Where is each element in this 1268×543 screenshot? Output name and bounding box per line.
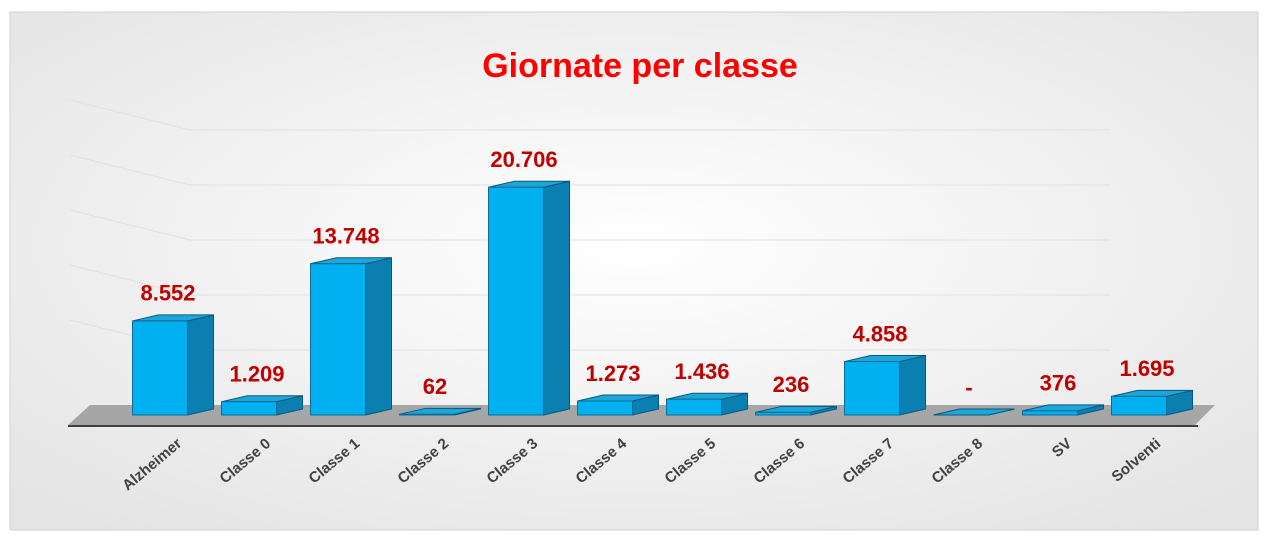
bar-side xyxy=(543,180,570,416)
bar xyxy=(755,411,811,416)
value-label: 4.858 xyxy=(852,321,907,346)
bar-side xyxy=(365,257,392,416)
bar xyxy=(1111,395,1167,416)
value-label: 1.695 xyxy=(1119,356,1174,381)
grid-line xyxy=(69,154,1110,186)
bar-side xyxy=(899,354,926,416)
value-label: 20.706 xyxy=(490,147,557,172)
chart-title: Giornate per classe xyxy=(482,47,798,85)
grid-line xyxy=(69,99,1110,131)
bar xyxy=(1022,410,1078,416)
chart-area xyxy=(9,11,1259,531)
bar-top xyxy=(933,408,1015,416)
value-label: 13.748 xyxy=(312,224,379,249)
value-label: 376 xyxy=(1040,371,1077,396)
grid-line xyxy=(69,209,1110,241)
value-label: 236 xyxy=(773,372,810,397)
value-label: 62 xyxy=(423,374,447,399)
bar xyxy=(221,401,277,416)
bar xyxy=(132,320,188,416)
bar xyxy=(577,400,633,416)
bar xyxy=(844,361,900,416)
bar xyxy=(666,398,722,416)
grid-line xyxy=(69,264,1110,296)
value-label: 8.552 xyxy=(140,281,195,306)
value-label: 1.273 xyxy=(585,361,640,386)
bar xyxy=(399,413,455,416)
value-label: 1.436 xyxy=(674,359,729,384)
bar xyxy=(310,263,366,416)
bar-side xyxy=(187,314,214,416)
value-label: - xyxy=(965,375,972,400)
value-label: 1.209 xyxy=(229,362,284,387)
bar xyxy=(488,186,544,416)
